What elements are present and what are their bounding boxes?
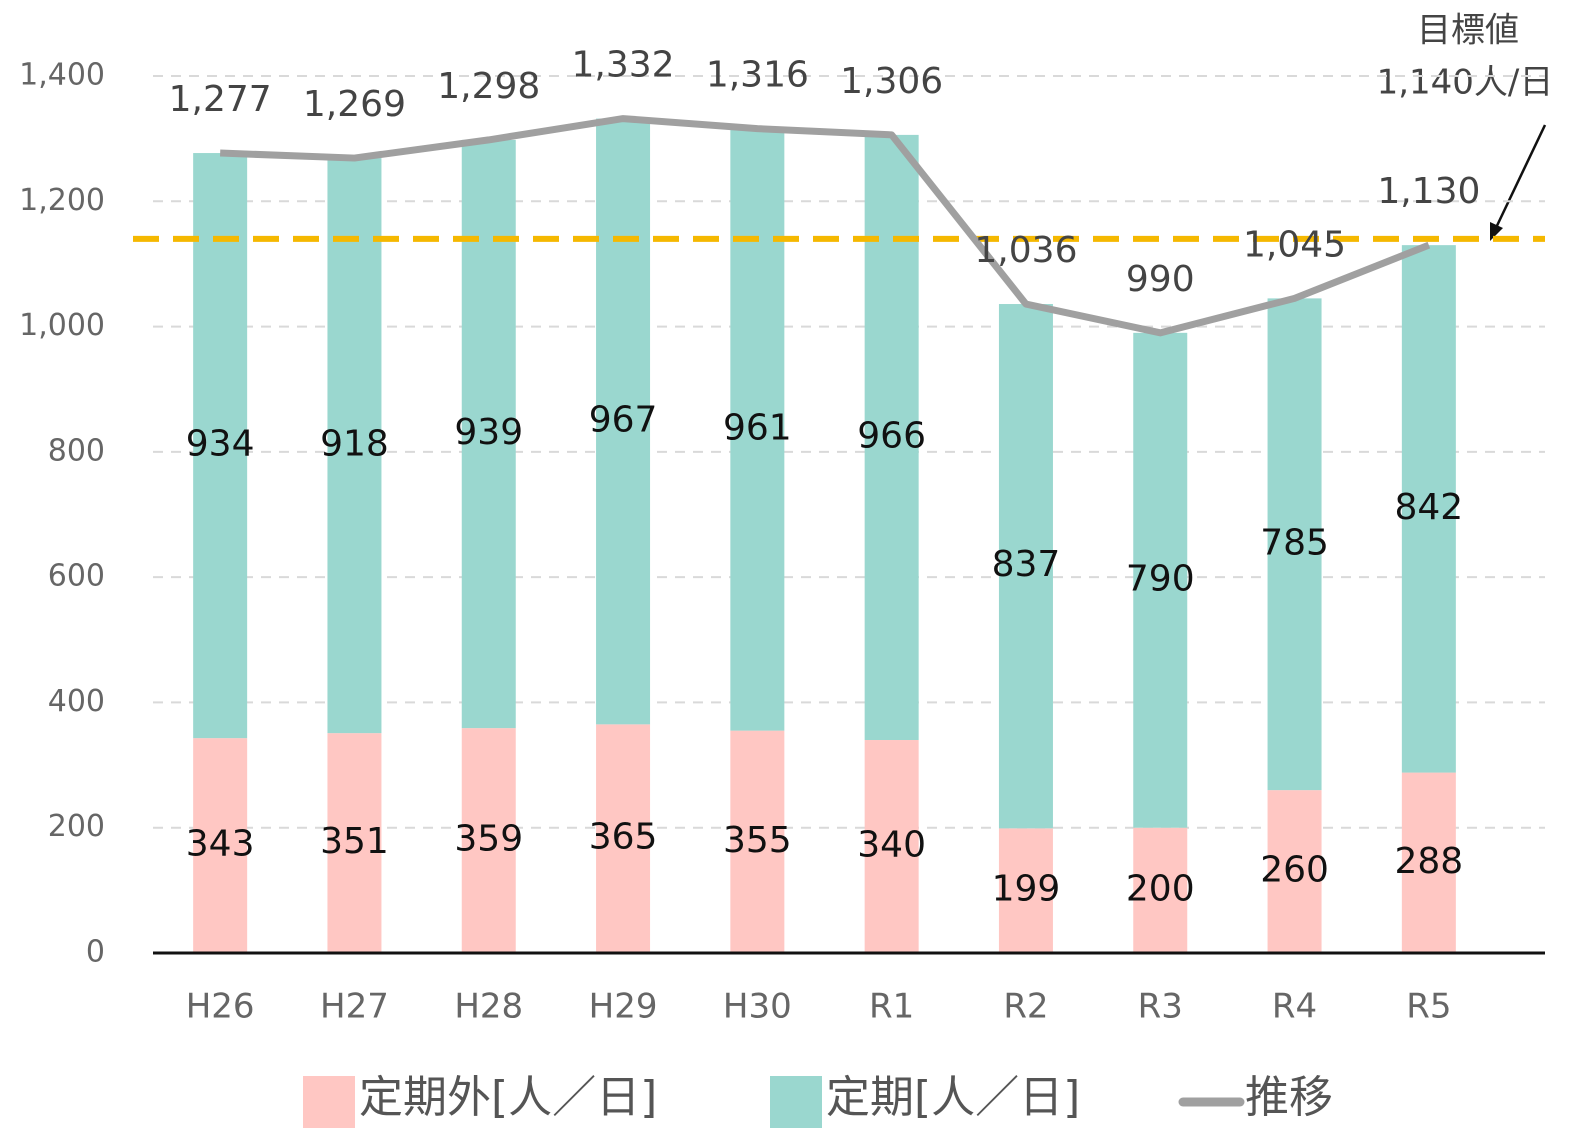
y-tick-label: 800 — [48, 433, 105, 468]
x-tick-label: R3 — [1138, 987, 1183, 1027]
annotation-arrow — [1492, 124, 1547, 233]
x-tick-label: R2 — [1003, 987, 1048, 1027]
bar-segment — [327, 158, 382, 734]
target-label: 1,140人/日 — [1377, 63, 1554, 103]
bar-segment — [730, 128, 785, 731]
bar-segment — [1267, 298, 1322, 791]
segment-label: 343 — [186, 824, 255, 865]
bar-segment — [864, 740, 919, 953]
segment-label: 842 — [1394, 487, 1463, 528]
bar-segment — [730, 730, 785, 953]
segment-label: 365 — [589, 817, 658, 858]
segment-label: 200 — [1126, 868, 1195, 909]
bar-segment — [327, 733, 382, 953]
segment-label: 961 — [723, 408, 792, 449]
segment-label: 351 — [320, 821, 389, 862]
legend-swatch — [770, 1076, 822, 1128]
total-label: 1,332 — [572, 45, 675, 86]
bar-segment — [864, 134, 919, 741]
y-tick-label: 400 — [48, 684, 105, 719]
target-name: 目標値 — [1417, 11, 1519, 51]
legend-label: 定期[人／日] — [826, 1072, 1080, 1123]
x-tick-label: H28 — [454, 987, 523, 1027]
segment-label: 785 — [1260, 522, 1329, 563]
bar-segment — [461, 728, 516, 953]
y-tick-label: 200 — [48, 809, 105, 844]
y-tick-label: 1,000 — [19, 308, 105, 343]
segment-label: 790 — [1126, 558, 1195, 599]
legend-label: 定期外[人／日] — [359, 1072, 657, 1123]
x-tick-label: H26 — [186, 987, 255, 1027]
bar-segment — [193, 738, 248, 953]
y-tick-label: 1,200 — [19, 183, 105, 218]
total-label: 1,306 — [840, 61, 943, 102]
total-label: 1,298 — [437, 66, 540, 107]
bar-segment — [1133, 827, 1188, 953]
x-tick-label: R4 — [1272, 987, 1317, 1027]
x-tick-label: R1 — [869, 987, 914, 1027]
bar-segment — [998, 304, 1053, 829]
total-label: 990 — [1126, 259, 1195, 300]
total-label: 1,036 — [974, 230, 1077, 271]
trend-line — [220, 115, 1431, 337]
total-label: 1,269 — [303, 84, 406, 125]
y-tick-label: 0 — [86, 935, 105, 970]
bar-segment — [1401, 772, 1456, 953]
bar-segment — [998, 828, 1053, 953]
bar-segment — [596, 118, 651, 725]
bar-segment — [1133, 332, 1188, 828]
segment-label: 260 — [1260, 850, 1329, 891]
segment-label: 355 — [723, 820, 792, 861]
legend-label: 推移 — [1245, 1072, 1333, 1123]
total-label: 1,130 — [1377, 171, 1480, 212]
bar-segment — [596, 724, 651, 953]
total-label: 1,316 — [706, 55, 809, 96]
y-tick-label: 600 — [48, 559, 105, 594]
segment-label: 359 — [454, 819, 523, 860]
segment-label: 939 — [454, 412, 523, 453]
segment-label: 837 — [992, 544, 1061, 585]
bar-segment — [193, 153, 248, 739]
x-tick-label: R5 — [1406, 987, 1451, 1027]
segment-label: 934 — [186, 424, 255, 465]
segment-label: 288 — [1394, 841, 1463, 882]
bar-segment — [1401, 245, 1456, 773]
x-tick-label: H30 — [723, 987, 792, 1027]
x-tick-label: H27 — [320, 987, 389, 1027]
legend-swatch — [303, 1076, 355, 1128]
y-tick-label: 1,400 — [19, 58, 105, 93]
total-label: 1,277 — [169, 79, 272, 120]
segment-label: 340 — [857, 825, 926, 866]
bar-segment — [1267, 790, 1322, 953]
segment-label: 967 — [589, 399, 658, 440]
total-label: 1,045 — [1243, 224, 1346, 265]
segment-label: 966 — [857, 415, 926, 456]
segment-label: 918 — [320, 424, 389, 465]
segment-label: 199 — [992, 869, 1061, 910]
x-tick-label: H29 — [589, 987, 658, 1027]
